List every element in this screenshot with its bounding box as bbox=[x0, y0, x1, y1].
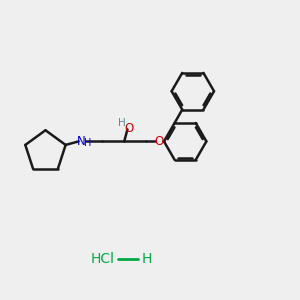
Text: O: O bbox=[154, 135, 163, 148]
Text: H: H bbox=[118, 118, 126, 128]
Text: O: O bbox=[124, 122, 133, 135]
Text: H: H bbox=[84, 138, 91, 148]
Text: N: N bbox=[76, 135, 85, 148]
Text: HCl: HCl bbox=[91, 252, 115, 266]
Text: H: H bbox=[141, 252, 152, 266]
